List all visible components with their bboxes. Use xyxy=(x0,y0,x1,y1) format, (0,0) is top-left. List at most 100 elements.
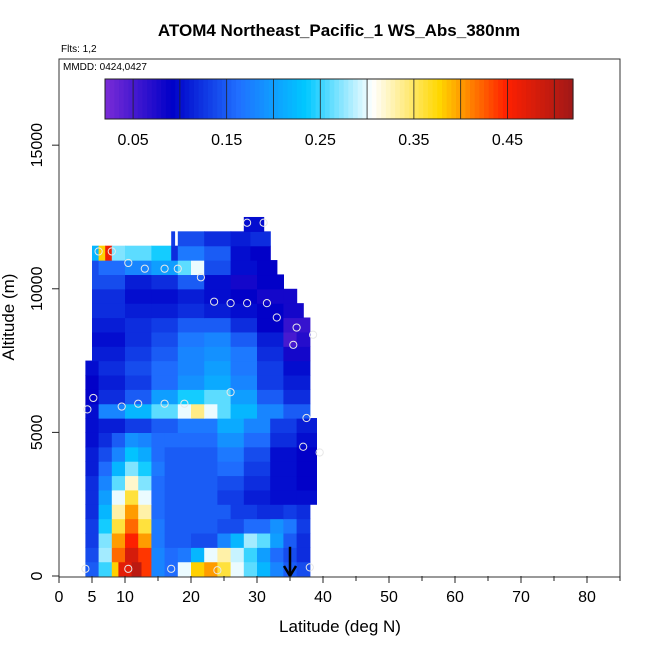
colorbar-segment xyxy=(301,79,307,119)
heatmap-cell xyxy=(204,231,232,247)
flight-point xyxy=(289,340,298,349)
flight-point xyxy=(83,405,92,414)
heatmap-cell xyxy=(243,518,271,534)
heatmap-cell xyxy=(217,561,232,577)
heatmap-cell xyxy=(138,518,152,534)
heatmap-cell xyxy=(111,547,126,563)
heatmap-cell xyxy=(151,245,172,261)
heatmap-cell xyxy=(111,504,126,520)
heatmap-cell xyxy=(111,432,126,448)
flight-point xyxy=(167,564,176,573)
flight-point xyxy=(309,330,318,339)
heatmap-cell xyxy=(257,547,271,563)
colorbar xyxy=(104,78,574,120)
colorbar-tick-label: 0.35 xyxy=(398,132,429,149)
heatmap-cell xyxy=(98,475,113,491)
colorbar-segment xyxy=(451,79,457,119)
heatmap-cell xyxy=(125,403,152,419)
heatmap-cell xyxy=(85,518,100,534)
colorbar-segment xyxy=(526,79,532,119)
heatmap-cell xyxy=(177,418,218,433)
flight-point xyxy=(117,402,126,411)
flight-point xyxy=(94,247,103,256)
flight-point xyxy=(272,313,281,322)
heatmap-cell xyxy=(85,547,100,563)
heatmap-cell xyxy=(217,518,245,534)
heatmap-cell xyxy=(230,389,258,405)
colorbar-segment xyxy=(423,79,429,119)
colorbar-segment xyxy=(165,79,172,119)
heatmap-cell xyxy=(296,518,311,534)
heatmap-cell xyxy=(171,245,179,261)
heatmap-cell xyxy=(296,547,311,563)
heatmap-cell xyxy=(257,274,284,290)
heatmap-cell xyxy=(204,274,232,290)
flight-point xyxy=(243,299,252,308)
heatmap-cell xyxy=(217,547,232,563)
flight-points xyxy=(81,218,324,575)
colorbar-segment xyxy=(142,79,148,119)
heatmap-cell xyxy=(283,346,311,362)
colorbar-segment xyxy=(540,79,546,119)
heatmap-cell xyxy=(191,532,218,548)
heatmap-cell xyxy=(125,274,152,290)
heatmap-cell xyxy=(85,374,100,390)
heatmap-cell xyxy=(270,461,298,477)
flight-point xyxy=(210,297,219,306)
heatmap-cell xyxy=(98,547,113,563)
heatmap-cell xyxy=(230,288,258,304)
heatmap-cell xyxy=(85,403,100,419)
flights-subtitle: Flts: 1,2 xyxy=(61,44,97,55)
heatmap-cell xyxy=(270,475,298,491)
colorbar-segment xyxy=(296,79,303,119)
colorbar-segment xyxy=(521,79,527,119)
colorbar-segment xyxy=(259,79,265,119)
x-tick-label: 5 xyxy=(88,589,97,606)
heatmap-cell xyxy=(125,461,139,477)
colorbar-segment xyxy=(568,79,574,119)
heatmap-cell xyxy=(230,360,258,376)
heatmap-cell xyxy=(85,432,100,448)
y-tick-label: 15000 xyxy=(29,123,46,168)
heatmap-cell xyxy=(283,518,298,534)
flight-point xyxy=(81,564,90,573)
heatmap-cell xyxy=(98,504,113,520)
heatmap-cell xyxy=(141,561,152,577)
colorbar-segment xyxy=(362,79,368,119)
heatmap-cell xyxy=(296,489,317,505)
heatmap-cell xyxy=(257,532,271,548)
heatmap-cell xyxy=(177,303,205,319)
heatmap-cell xyxy=(296,418,317,433)
heatmap-cell xyxy=(257,403,284,419)
colorbar-segment xyxy=(446,79,452,119)
colorbar-segment xyxy=(418,79,424,119)
heatmap-cell xyxy=(85,475,100,491)
colorbar-segment xyxy=(488,79,495,119)
colorbar-segment xyxy=(563,79,569,119)
heatmap-cell xyxy=(177,245,205,261)
heatmap-cell xyxy=(243,489,271,505)
colorbar-segment xyxy=(484,79,490,119)
heatmap-cell xyxy=(111,446,126,462)
flight-point xyxy=(173,264,182,273)
heatmap-cell xyxy=(98,461,113,477)
heatmap-cell xyxy=(230,403,258,419)
heatmap-cell xyxy=(85,561,100,577)
heatmap-cell xyxy=(296,461,317,477)
flight-point xyxy=(292,323,301,332)
flight-point xyxy=(299,442,308,451)
flight-point xyxy=(134,399,143,408)
heatmap-cell xyxy=(151,489,166,505)
heatmap-cell xyxy=(204,389,232,405)
colorbar-segment xyxy=(278,79,284,119)
heatmap-cell xyxy=(243,418,271,433)
heatmap-cell xyxy=(164,518,218,534)
flight-point xyxy=(259,218,268,227)
flight-point xyxy=(180,399,189,408)
heatmap-cell xyxy=(171,231,176,247)
colorbar-segment xyxy=(273,79,279,119)
colorbar-segment xyxy=(502,79,509,119)
heatmap-cell xyxy=(230,374,258,390)
heatmap-cell xyxy=(151,403,179,419)
heatmap-cell xyxy=(296,504,311,520)
